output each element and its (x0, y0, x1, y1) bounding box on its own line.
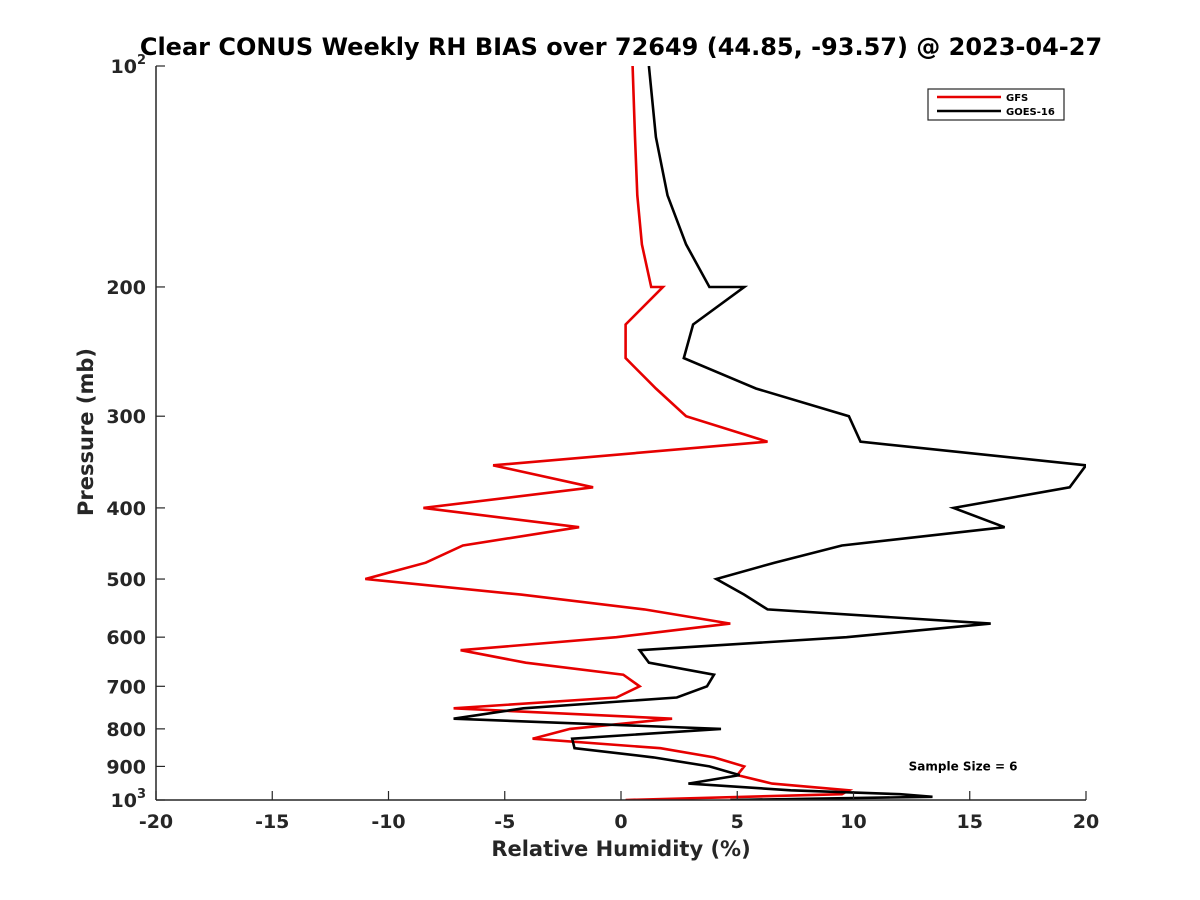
sample-size-annotation: Sample Size = 6 (909, 759, 1018, 773)
y-axis-ticks: 102 200 300 400 500 600 700 800 900 103 (106, 53, 165, 812)
x-tick-label: 5 (731, 811, 744, 833)
x-tick-label: 20 (1073, 811, 1099, 833)
y-tick-label: 400 (106, 498, 146, 520)
series-line-gfs (364, 66, 854, 800)
y-tick-label: 800 (106, 719, 146, 741)
legend-label-goes-16: GOES-16 (1006, 107, 1055, 118)
y-tick-label: 300 (106, 406, 146, 428)
x-tick-label: -5 (494, 811, 515, 833)
x-axis-label: Relative Humidity (%) (491, 837, 750, 861)
x-tick-label: 0 (614, 811, 627, 833)
legend-label-gfs: GFS (1006, 93, 1028, 104)
x-tick-label: -20 (139, 811, 173, 833)
legend: GFS GOES-16 (927, 88, 1065, 121)
plot-area (156, 66, 1086, 800)
y-tick-label: 200 (106, 277, 146, 299)
y-tick-label: 500 (106, 569, 146, 591)
y-tick-label: 700 (106, 676, 146, 698)
y-axis-label: Pressure (mb) (74, 348, 98, 516)
y-tick-label: 900 (106, 756, 146, 778)
series-layer (364, 66, 1086, 800)
x-tick-label: 10 (840, 811, 866, 833)
x-tick-label: -10 (371, 811, 405, 833)
x-tick-label: -15 (255, 811, 289, 833)
x-tick-label: 15 (957, 811, 983, 833)
y-tick-label: 103 (111, 787, 147, 812)
y-tick-label: 600 (106, 627, 146, 649)
series-line-goes-16 (453, 66, 1086, 800)
x-axis-ticks: -20 -15 -10 -5 0 5 10 15 20 (139, 791, 1099, 833)
chart-title: Clear CONUS Weekly RH BIAS over 72649 (4… (140, 33, 1102, 61)
y-tick-label: 102 (111, 53, 147, 78)
legend-box (927, 88, 1065, 121)
